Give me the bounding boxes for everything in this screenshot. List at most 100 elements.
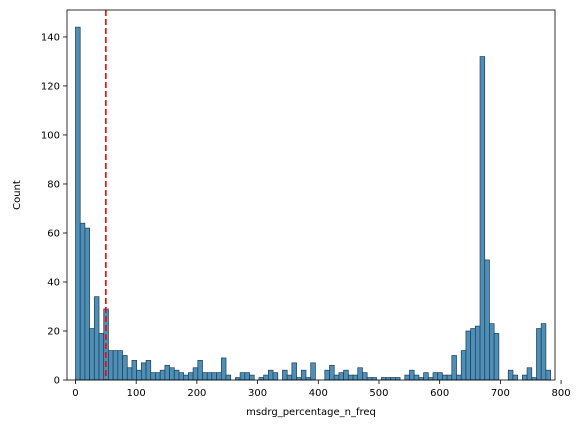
histogram-bar [108,350,114,381]
x-tick-label: 500 [369,388,388,399]
histogram-bar [465,330,471,381]
x-tick-label: 200 [187,388,206,399]
histogram-bar [470,328,476,381]
histogram-bar [192,367,199,381]
histogram-bar [197,360,203,381]
histogram-bar [220,357,227,381]
histogram-bar [136,369,142,381]
y-tick-label: 100 [41,130,60,141]
y-axis-ticks: 0 20 40 60 80 100 120 140 [41,32,67,387]
histogram-bar [225,374,232,381]
histogram-bar [451,355,457,381]
histogram-bar [333,374,340,381]
histogram-bar [545,369,551,381]
histogram-bar [357,367,363,381]
x-tick-label: 600 [430,388,449,399]
x-axis-ticks: 0 100 200 300 400 500 600 700 800 [72,380,571,399]
x-tick-label: 700 [491,388,510,399]
histogram-bar [512,374,519,381]
histogram-bar [362,372,368,381]
histogram-bars [75,26,551,381]
histogram-bar [141,362,147,381]
histogram-bar [117,350,123,381]
histogram-bar [145,360,152,381]
histogram-bar [122,355,128,381]
histogram-bar [522,374,528,381]
histogram-bar [89,328,95,381]
histogram-bar [188,372,194,381]
histogram-bar [437,372,443,381]
histogram-bar [239,372,246,381]
y-tick-label: 140 [41,32,60,43]
histogram-bar [343,369,349,381]
histogram-bar [300,369,307,381]
histogram-bar [493,333,500,381]
histogram-bar [352,374,359,381]
histogram-bar [93,296,100,381]
histogram-bar [536,328,542,381]
histogram-bar [183,374,189,381]
y-tick-label: 20 [47,326,60,337]
histogram-bar [206,372,213,381]
histogram-bar [474,325,481,381]
histogram-bar [479,56,486,381]
histogram-bar [282,369,288,381]
x-tick-label: 400 [309,388,328,399]
histogram-bar [79,222,86,381]
histogram-bar [272,372,279,381]
histogram-bar [347,374,354,381]
histogram-bar [291,362,297,381]
histogram-bar [202,372,208,381]
histogram-bar [484,259,490,381]
histogram-bar [216,372,222,381]
x-tick-label: 100 [127,388,146,399]
histogram-bar [404,374,410,381]
histogram-bar [456,374,462,381]
histogram-bar [540,323,547,381]
histogram-bar [460,350,467,381]
histogram-bar [442,374,448,381]
histogram-bar [150,372,156,381]
histogram-bar [159,369,166,381]
histogram-bar [75,26,81,381]
histogram-bar [164,364,170,381]
y-tick-label: 0 [54,376,60,387]
x-axis-label: msdrg_percentage_n_freq [246,407,376,418]
y-tick-label: 80 [47,179,60,190]
y-tick-label: 120 [41,81,60,92]
histogram-bar [263,374,269,381]
histogram-bar [329,364,335,381]
histogram-bar [489,323,495,381]
histogram-bar [432,372,439,381]
histogram-bar [526,367,533,381]
histogram-bar [423,372,429,381]
y-tick-label: 60 [47,228,60,239]
histogram-bar [173,369,180,381]
histogram-bar [98,333,105,381]
histogram-bar [244,372,250,381]
y-axis-label: Count [12,180,23,210]
histogram-bar [249,374,255,381]
x-tick-label: 0 [72,388,78,399]
histogram-bar [413,374,420,381]
histogram-bar [126,367,133,381]
histogram-bar [338,372,344,381]
histogram-bar [155,372,161,381]
histogram-bar [507,369,514,381]
histogram-bar [286,374,293,381]
histogram-bar [131,360,137,381]
histogram-bar [409,369,415,381]
plot-frame [66,9,556,381]
histogram-bar [169,367,175,381]
histogram-bar [112,350,119,381]
histogram-bar [84,227,90,381]
x-tick-label: 300 [248,388,267,399]
histogram-bar [178,372,185,381]
histogram-bar [211,372,217,381]
histogram-bar [446,374,453,381]
histogram-bar [310,362,316,381]
x-tick-label: 800 [552,388,571,399]
histogram-bar [268,369,274,381]
histogram-bar [324,369,330,381]
